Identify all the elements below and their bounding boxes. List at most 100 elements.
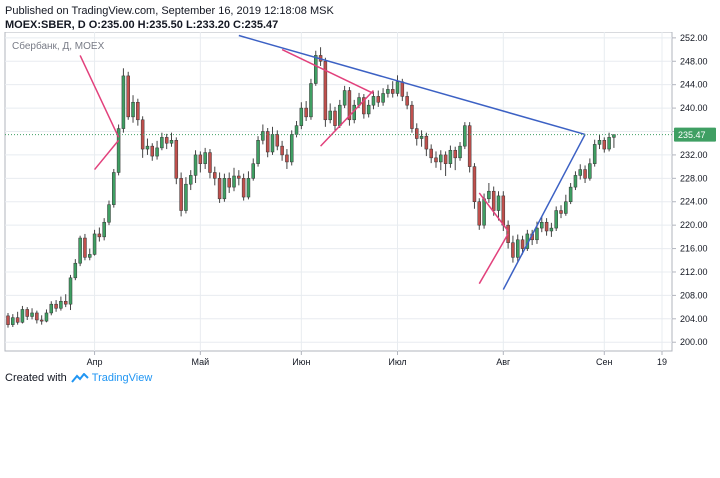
candle-body-up xyxy=(73,262,78,279)
candle xyxy=(39,315,44,325)
price-axis[interactable]: 200.00 204.00 208.00 212.00 216.00 220.00 224.… xyxy=(672,33,716,347)
candle xyxy=(136,98,140,126)
candle-body-up xyxy=(246,178,251,198)
candle xyxy=(477,198,482,230)
candle-body-down xyxy=(477,201,482,226)
time-axis[interactable]: Апр Май Июн Июл Авг Сен 19 xyxy=(87,351,667,367)
published-note: Published on TradingView.com, September … xyxy=(5,5,334,17)
candle-body-up xyxy=(395,81,400,94)
candle-body-up xyxy=(439,154,443,163)
candle xyxy=(390,81,395,98)
candle-body-up xyxy=(203,152,207,164)
candle xyxy=(434,151,438,168)
candle-body-up xyxy=(155,147,159,157)
candle-body-up xyxy=(299,107,304,126)
candle xyxy=(371,91,376,110)
candle xyxy=(597,135,602,150)
candle xyxy=(78,235,82,267)
candle-body-up xyxy=(294,125,299,135)
candle xyxy=(429,144,433,164)
brand-label: TradingView xyxy=(91,372,153,384)
trendline-support[interactable] xyxy=(502,134,586,290)
candle-body-down xyxy=(304,107,308,118)
candle-body-down xyxy=(453,149,457,159)
candle xyxy=(592,139,597,167)
candle xyxy=(256,136,260,167)
candle xyxy=(68,274,73,311)
candle-body-down xyxy=(472,166,477,202)
trendline-wedge-3-top[interactable] xyxy=(478,192,509,232)
candle-body-up xyxy=(121,75,126,129)
candle-body-down xyxy=(35,312,39,321)
candle xyxy=(92,229,97,256)
candle xyxy=(362,94,366,119)
candle xyxy=(463,122,467,150)
candle-body-up xyxy=(549,227,554,232)
candle xyxy=(251,158,255,181)
trendline-resistance[interactable] xyxy=(238,34,586,136)
candle-body-up xyxy=(612,134,616,138)
candle-body-up xyxy=(92,233,97,255)
candle xyxy=(602,137,607,153)
price-tick-label: 224.00 xyxy=(680,197,708,207)
candle xyxy=(208,149,212,179)
candle-body-down xyxy=(174,140,179,179)
candle xyxy=(323,57,328,127)
candle-body-up xyxy=(458,145,462,159)
trendline-wedge-2-bottom[interactable] xyxy=(320,90,375,147)
candle-body-up xyxy=(371,96,376,106)
candle xyxy=(467,122,472,173)
candle xyxy=(169,132,174,147)
candle xyxy=(241,173,246,201)
trendline-wedge-1-bottom[interactable] xyxy=(93,139,120,171)
candle xyxy=(184,177,188,214)
candle-body-down xyxy=(217,178,222,200)
candle xyxy=(88,248,92,261)
candle xyxy=(20,305,25,324)
candle-body-up xyxy=(232,175,236,188)
price-chart[interactable]: 200.00 204.00 208.00 212.00 216.00 220.00 224.… xyxy=(0,32,720,367)
candle xyxy=(35,310,39,324)
candle-body-up xyxy=(193,154,198,176)
trendline-wedge-2-top[interactable] xyxy=(281,48,374,95)
candle-body-down xyxy=(83,237,87,258)
candle xyxy=(112,168,116,208)
candle-body-up xyxy=(78,237,82,264)
candle-body-down xyxy=(285,154,289,163)
candle xyxy=(573,171,578,191)
candle-body-up xyxy=(463,125,467,147)
candle-body-up xyxy=(116,128,121,173)
candle xyxy=(366,99,371,118)
price-tick-label: 232.00 xyxy=(680,150,708,160)
candle xyxy=(583,165,587,184)
candle-body-up xyxy=(68,277,73,305)
candle-body-up xyxy=(270,134,275,153)
candle-body-down xyxy=(136,101,140,121)
candle xyxy=(6,312,10,328)
candle-body-down xyxy=(198,154,203,164)
candle xyxy=(448,145,453,168)
tradingview-logo-icon xyxy=(70,372,89,383)
candle-body-down xyxy=(150,145,155,157)
candle-body-up xyxy=(564,201,568,214)
candle-body-up xyxy=(20,309,25,323)
candle xyxy=(150,143,155,161)
time-tick-label: Апр xyxy=(87,357,103,367)
candle-body-up xyxy=(44,312,49,322)
candle xyxy=(496,191,501,221)
time-tick-label: 19 xyxy=(657,357,667,367)
candle-body-up xyxy=(328,110,332,121)
brand-link[interactable]: TradingView xyxy=(70,372,153,384)
trendline-wedge-1-top[interactable] xyxy=(79,55,120,138)
candles xyxy=(6,47,616,328)
candle xyxy=(285,149,289,169)
candle xyxy=(131,95,135,123)
candle xyxy=(439,150,443,171)
candle xyxy=(83,233,87,261)
candle xyxy=(424,132,429,157)
candle-body-down xyxy=(544,221,549,232)
candle-body-up xyxy=(482,198,486,226)
trendline-wedge-3-bottom[interactable] xyxy=(478,233,509,285)
candle xyxy=(520,235,525,255)
candle-body-down xyxy=(376,96,381,103)
